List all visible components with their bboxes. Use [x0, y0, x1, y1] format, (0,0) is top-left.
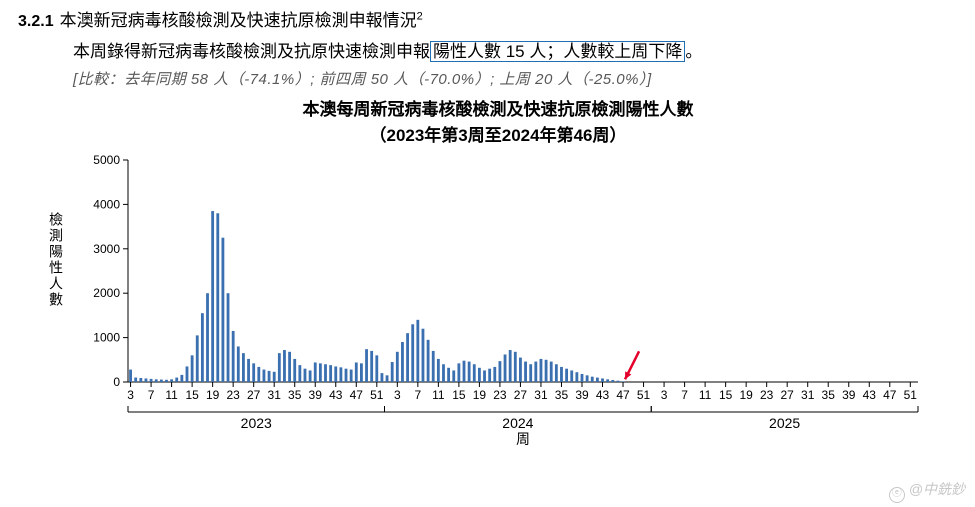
svg-text:15: 15	[452, 388, 466, 402]
chart-title-line2: （2023年第3周至2024年第46周）	[369, 126, 626, 145]
svg-text:3: 3	[127, 388, 134, 402]
svg-text:27: 27	[514, 388, 528, 402]
svg-text:19: 19	[739, 388, 753, 402]
svg-text:15: 15	[719, 388, 733, 402]
svg-text:5000: 5000	[93, 153, 120, 167]
svg-text:2024: 2024	[502, 415, 533, 431]
y-axis-label: 檢測陽性人數	[46, 212, 66, 308]
summary-suffix: 。	[685, 42, 702, 61]
svg-text:31: 31	[801, 388, 815, 402]
svg-text:2000: 2000	[93, 286, 120, 300]
summary-paragraph: 本周錄得新冠病毒核酸檢測及抗原快速檢測申報陽性人數 15 人；人數較上周下降。	[73, 37, 957, 62]
section-heading: 3.2.1 本澳新冠病毒核酸檢測及快速抗原檢測申報情況2	[18, 6, 957, 31]
watermark: ⓔ @中銑鈔	[889, 479, 965, 503]
svg-text:35: 35	[555, 388, 569, 402]
weibo-icon: ⓔ	[889, 487, 905, 503]
svg-text:51: 51	[637, 388, 651, 402]
svg-text:3000: 3000	[93, 242, 120, 256]
svg-text:39: 39	[842, 388, 856, 402]
svg-text:39: 39	[575, 388, 589, 402]
summary-prefix: 本周錄得新冠病毒核酸檢測及抗原快速檢測申報	[73, 42, 430, 61]
weekly-positive-chart: 本澳每周新冠病毒核酸檢測及快速抗原檢測陽性人數 （2023年第3周至2024年第…	[48, 97, 948, 467]
svg-text:39: 39	[309, 388, 323, 402]
section-number: 3.2.1	[18, 13, 54, 31]
svg-text:3: 3	[661, 388, 668, 402]
svg-text:23: 23	[760, 388, 774, 402]
svg-text:43: 43	[596, 388, 610, 402]
svg-text:27: 27	[781, 388, 795, 402]
svg-text:35: 35	[288, 388, 302, 402]
svg-text:47: 47	[616, 388, 630, 402]
svg-text:31: 31	[268, 388, 282, 402]
svg-text:43: 43	[329, 388, 343, 402]
svg-text:4000: 4000	[93, 197, 120, 211]
svg-text:2023: 2023	[241, 415, 272, 431]
svg-text:47: 47	[883, 388, 897, 402]
chart-svg: 0100020003000400050003711151923273135394…	[48, 152, 928, 452]
footnote-marker: 2	[417, 10, 423, 22]
svg-text:11: 11	[432, 388, 445, 402]
svg-text:7: 7	[148, 388, 155, 402]
svg-text:11: 11	[699, 388, 712, 402]
section-title-text: 本澳新冠病毒核酸檢測及快速抗原檢測申報情況	[60, 11, 417, 30]
chart-title: 本澳每周新冠病毒核酸檢測及快速抗原檢測陽性人數 （2023年第3周至2024年第…	[48, 97, 948, 148]
svg-text:2025: 2025	[769, 415, 800, 431]
comparison-line: [比較：去年同期 58 人（-74.1%）; 前四周 50 人（-70.0%）;…	[73, 68, 957, 89]
svg-text:3: 3	[394, 388, 401, 402]
svg-text:15: 15	[185, 388, 199, 402]
svg-text:0: 0	[113, 375, 120, 389]
svg-text:周: 周	[516, 431, 530, 447]
svg-text:47: 47	[350, 388, 364, 402]
watermark-handle: @中銑鈔	[909, 481, 965, 497]
svg-text:1000: 1000	[93, 331, 120, 345]
svg-text:31: 31	[534, 388, 548, 402]
svg-text:35: 35	[822, 388, 836, 402]
svg-text:19: 19	[206, 388, 220, 402]
svg-text:43: 43	[863, 388, 877, 402]
section-title: 本澳新冠病毒核酸檢測及快速抗原檢測申報情況2	[60, 6, 423, 31]
svg-text:27: 27	[247, 388, 261, 402]
svg-text:11: 11	[165, 388, 178, 402]
svg-text:23: 23	[226, 388, 240, 402]
summary-highlight-box: 陽性人數 15 人；人數較上周下降	[430, 41, 685, 62]
svg-text:19: 19	[473, 388, 487, 402]
svg-text:7: 7	[414, 388, 421, 402]
svg-text:23: 23	[493, 388, 507, 402]
svg-text:51: 51	[904, 388, 918, 402]
svg-text:7: 7	[681, 388, 688, 402]
svg-text:51: 51	[370, 388, 384, 402]
chart-title-line1: 本澳每周新冠病毒核酸檢測及快速抗原檢測陽性人數	[303, 100, 694, 119]
